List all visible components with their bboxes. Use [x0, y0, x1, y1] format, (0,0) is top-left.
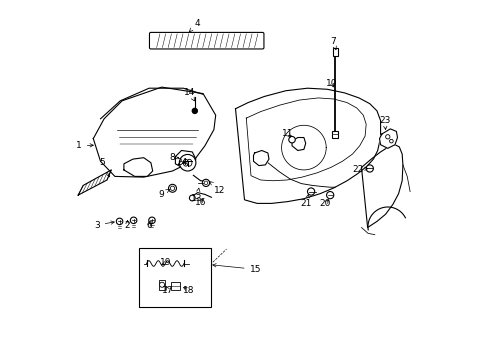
Text: 16: 16: [194, 198, 206, 207]
Circle shape: [202, 179, 209, 186]
Text: 20: 20: [319, 199, 330, 208]
Polygon shape: [78, 170, 111, 195]
Text: 8: 8: [169, 153, 178, 162]
Bar: [332, 48, 337, 56]
Polygon shape: [253, 150, 268, 166]
Text: 10: 10: [325, 79, 337, 88]
Text: 2: 2: [124, 220, 130, 230]
Circle shape: [204, 181, 207, 185]
Text: 19: 19: [160, 258, 171, 267]
Circle shape: [389, 139, 392, 143]
Circle shape: [179, 154, 196, 171]
Circle shape: [130, 217, 137, 224]
Text: 4: 4: [189, 19, 200, 32]
Text: 13: 13: [191, 188, 203, 203]
Circle shape: [288, 136, 295, 143]
Circle shape: [366, 165, 373, 172]
Text: 21: 21: [300, 194, 311, 208]
Text: 12: 12: [209, 181, 225, 195]
Polygon shape: [175, 150, 196, 168]
Text: 1: 1: [76, 141, 93, 150]
Circle shape: [385, 135, 389, 139]
Text: 9: 9: [159, 189, 169, 199]
Circle shape: [116, 218, 122, 225]
Circle shape: [159, 282, 164, 287]
Bar: [332, 131, 337, 138]
Circle shape: [192, 108, 197, 113]
Circle shape: [307, 188, 314, 195]
Circle shape: [148, 217, 155, 224]
Text: 23: 23: [378, 116, 390, 130]
Polygon shape: [291, 138, 305, 150]
Text: 3: 3: [94, 220, 114, 230]
Polygon shape: [379, 129, 397, 148]
Circle shape: [326, 192, 333, 199]
Circle shape: [168, 184, 176, 192]
Text: 6: 6: [146, 220, 152, 230]
Text: 14: 14: [183, 89, 195, 101]
FancyBboxPatch shape: [139, 248, 210, 307]
Circle shape: [170, 186, 174, 190]
Bar: [159, 280, 165, 290]
FancyBboxPatch shape: [149, 32, 264, 49]
Text: 18: 18: [183, 286, 194, 294]
Polygon shape: [123, 158, 152, 176]
Bar: [170, 282, 179, 290]
Text: 11: 11: [282, 130, 293, 139]
Circle shape: [189, 195, 195, 201]
Text: 17: 17: [162, 286, 174, 294]
Text: 7: 7: [329, 37, 336, 50]
Text: 24: 24: [176, 158, 187, 167]
Text: 22: 22: [351, 165, 367, 174]
Text: 5: 5: [99, 158, 109, 177]
Text: 15: 15: [212, 264, 261, 274]
